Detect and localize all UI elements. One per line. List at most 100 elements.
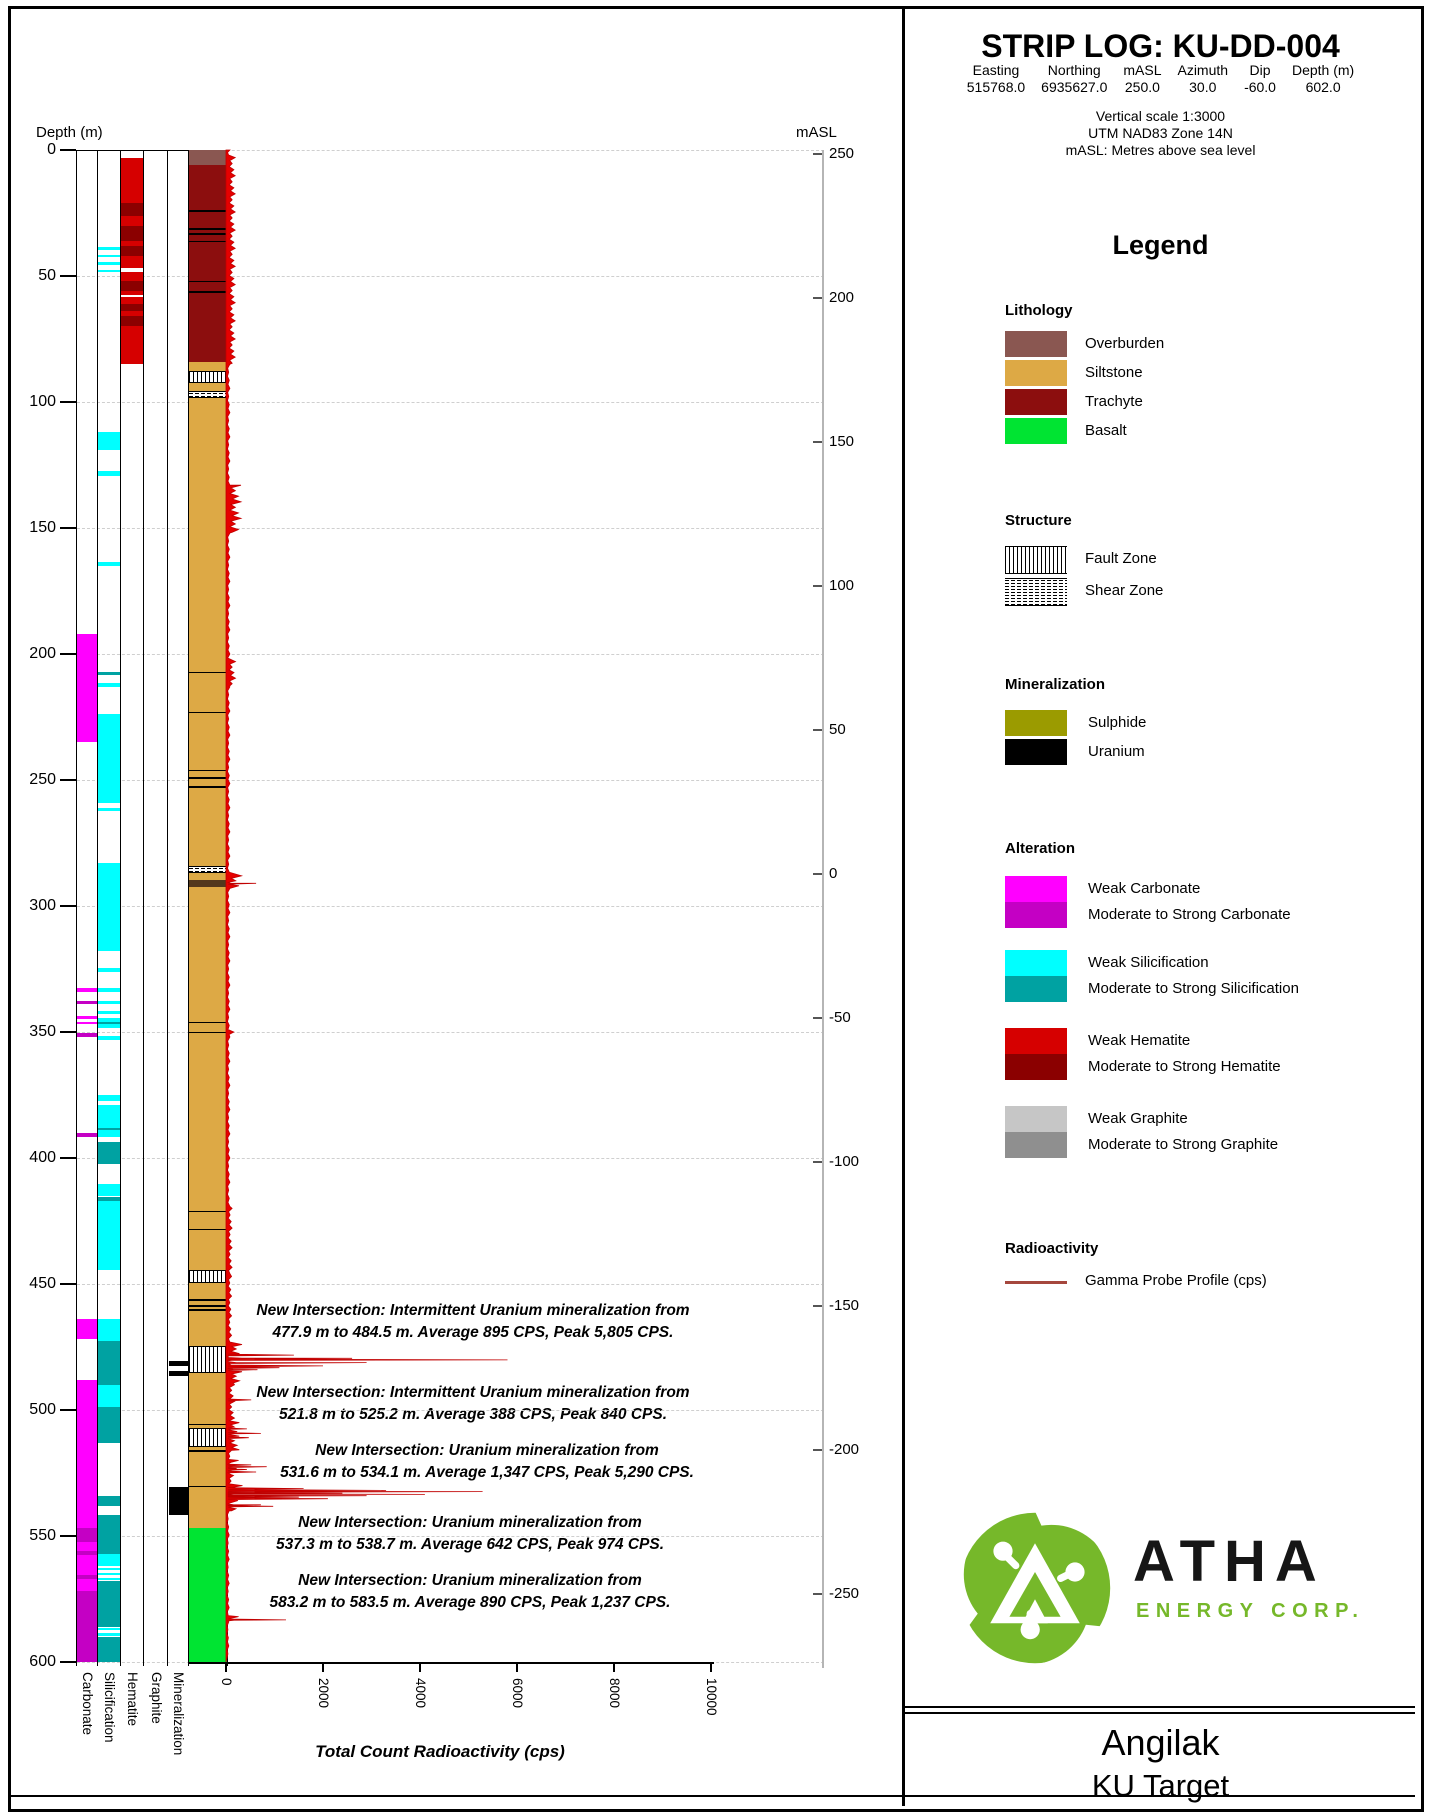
masl-tick — [813, 729, 822, 731]
masl-tick-label: 0 — [829, 865, 838, 882]
masl-tick-label: -150 — [829, 1297, 860, 1314]
track-label-silicification: Silicification — [102, 1672, 117, 1743]
structure-fault-zone — [189, 1427, 227, 1448]
mineralization-uranium — [168, 1370, 188, 1376]
track-border — [76, 150, 77, 1666]
legend-label-strong-graphite: Moderate to Strong Graphite — [1088, 1136, 1279, 1153]
lithology-contact-line — [189, 769, 227, 772]
swatch-weak-hematite — [1005, 1028, 1067, 1054]
collar-info-table: Easting 515768.0 Northing 6935627.0 mASL 250.… — [913, 62, 1408, 96]
depth-tick-label: 450 — [29, 1275, 56, 1292]
carbonate-strong-interval — [77, 1528, 97, 1543]
outer-frame — [8, 6, 1424, 1812]
masl-tick — [813, 1593, 822, 1595]
legend-label-shear-zone: Shear Zone — [1085, 582, 1164, 599]
track-border — [167, 150, 168, 1666]
hematite-strong-interval — [121, 202, 143, 216]
depth-tick-label: 350 — [29, 1023, 56, 1040]
carbonate-weak-interval — [77, 1554, 97, 1576]
depth-tick-label: 150 — [29, 519, 56, 536]
swatch-strong-carbonate — [1005, 902, 1067, 928]
silicification-strong-interval — [98, 1636, 120, 1662]
brand-subtitle: ENERGY CORP. — [1136, 1600, 1365, 1622]
legend-label-weak-hematite: Weak Hematite — [1088, 1032, 1191, 1049]
radioactivity-tick-label: 6000 — [510, 1678, 525, 1709]
footer-divider-line — [905, 1706, 1415, 1708]
silicification-strong-interval — [98, 1127, 120, 1131]
masl-tick-label: 200 — [829, 289, 855, 306]
depth-tick — [60, 779, 76, 781]
masl-tick — [813, 1017, 822, 1019]
lithology-contact-line — [189, 281, 227, 283]
masl-tick — [813, 153, 822, 155]
masl-tick-label: 50 — [829, 721, 846, 738]
depth-gridline — [62, 401, 824, 403]
intersection-annotation: New Intersection: Uranium mineralization… — [240, 1570, 700, 1614]
silicification-weak-interval — [98, 967, 120, 972]
silicification-weak-interval — [98, 1018, 120, 1022]
silicification-weak-interval — [98, 987, 120, 992]
depth-tick — [60, 401, 76, 403]
silicification-weak-interval — [98, 1319, 120, 1341]
annotation-line: 583.2 m to 583.5 m. Average 890 CPS, Pea… — [269, 1594, 671, 1611]
depth-tick — [60, 1409, 76, 1411]
legend-label-sulphide: Sulphide — [1088, 714, 1147, 731]
legend-label-strong-silicification: Moderate to Strong Silicification — [1088, 980, 1299, 997]
legend-label-overburden: Overburden — [1085, 335, 1165, 352]
annotation-line: New Intersection: Intermittent Uranium m… — [256, 1384, 690, 1401]
lithology-contact-line — [189, 228, 227, 230]
annotation-line: 537.3 m to 538.7 m. Average 642 CPS, Pea… — [275, 1536, 664, 1553]
hematite-weak-interval — [121, 240, 143, 246]
lithology-contact-line — [189, 1309, 227, 1311]
depth-tick-label: 300 — [29, 897, 56, 914]
silicification-strong-interval — [98, 1340, 120, 1385]
track-border — [143, 150, 144, 1666]
legend-label-trachyte: Trachyte — [1085, 393, 1143, 410]
depth-tick — [60, 905, 76, 907]
collar-field: mASL 250.0 — [1123, 62, 1162, 95]
hematite-weak-interval — [121, 326, 143, 365]
radioactivity-axis-title: Total Count Radioactivity (cps) — [315, 1742, 565, 1761]
lithology-contact-line — [189, 711, 227, 714]
depth-tick — [60, 527, 76, 529]
legend-radioactivity-heading: Radioactivity — [1005, 1240, 1099, 1257]
lithology-contact-line — [189, 1305, 227, 1307]
structure-fault-zone — [189, 1270, 227, 1284]
silicification-strong-interval — [98, 1197, 120, 1201]
hematite-weak-interval — [121, 272, 143, 282]
lithology-contact-line — [189, 291, 227, 293]
depth-tick — [60, 275, 76, 277]
depth-tick — [60, 1535, 76, 1537]
lithology-siltstone — [189, 361, 227, 1529]
silicification-weak-interval — [98, 682, 120, 687]
swatch-uranium — [1005, 739, 1067, 765]
masl-tick-label: 150 — [829, 433, 855, 450]
swatch-strong-graphite — [1005, 1132, 1067, 1158]
silicification-strong-interval — [98, 1141, 120, 1165]
lithology-contact-line — [189, 671, 227, 674]
depth-tick-label: 0 — [47, 141, 56, 158]
track-label-mineralization: Mineralization — [171, 1672, 186, 1756]
track-label-carbonate: Carbonate — [80, 1672, 95, 1736]
silicification-strong-interval — [98, 1407, 120, 1443]
track-border — [97, 150, 98, 1666]
lithology-contact-line — [189, 1450, 227, 1452]
lithology-contact-line — [189, 1210, 227, 1213]
hematite-weak-interval — [121, 157, 143, 203]
legend-title: Legend — [1112, 230, 1209, 260]
lithology-contact-line — [189, 1228, 227, 1230]
carbonate-weak-interval — [77, 1015, 97, 1020]
carbonate-strong-interval — [77, 1000, 97, 1005]
legend-label-strong-hematite: Moderate to Strong Hematite — [1088, 1058, 1281, 1075]
carbonate-weak-interval — [77, 1021, 97, 1025]
atha-logo-icon — [955, 1508, 1115, 1668]
page-title: STRIP LOG: KU-DD-004 — [981, 28, 1340, 64]
legend-label-siltstone: Siltstone — [1085, 364, 1143, 381]
swatch-strong-silicification — [1005, 976, 1067, 1002]
lithology-overburden — [189, 150, 227, 166]
lithology-contact-line — [189, 1021, 227, 1024]
swatch-weak-graphite — [1005, 1106, 1067, 1132]
lithology-dark-band — [189, 879, 227, 888]
silicification-weak-interval — [98, 863, 120, 952]
radioactivity-tick-label: 4000 — [413, 1678, 428, 1709]
